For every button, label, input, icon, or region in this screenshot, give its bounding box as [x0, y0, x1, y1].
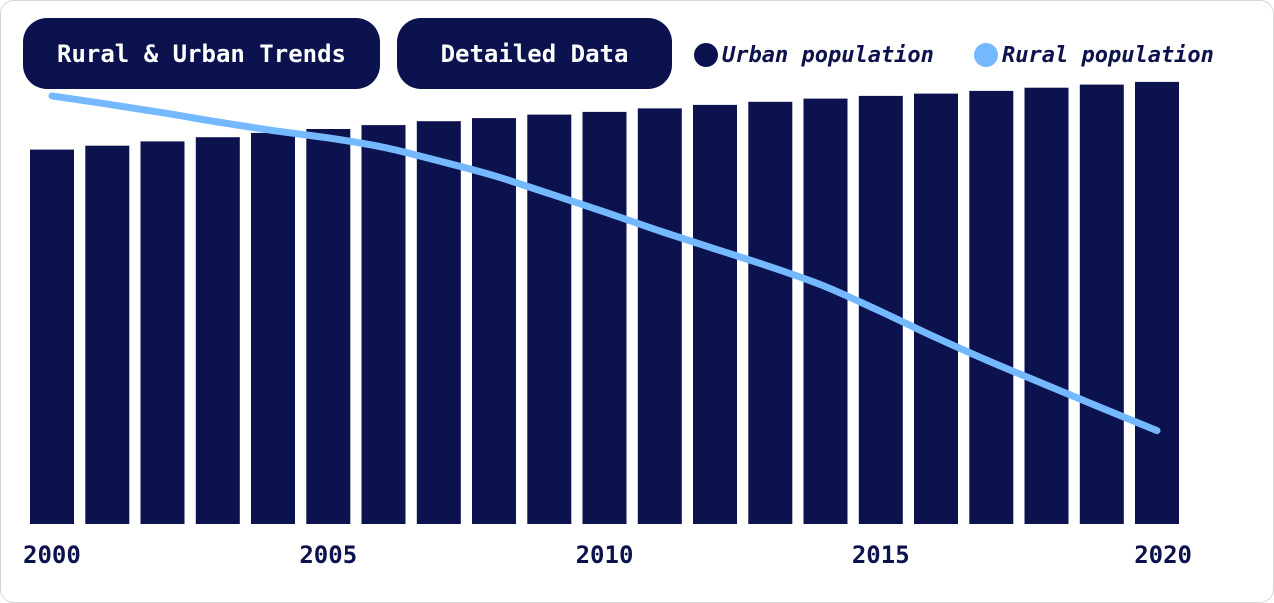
- urban-bar-2001[interactable]: [85, 145, 130, 524]
- rural-legend-dot-icon: [974, 43, 998, 67]
- legend-label-urban: Urban population: [722, 42, 934, 68]
- urban-bar-2000[interactable]: [30, 149, 74, 524]
- rural-population-line[interactable]: [48, 92, 1161, 435]
- urban-legend-dot-icon: [694, 43, 718, 67]
- x-tick-label-2000: 2000: [23, 541, 81, 569]
- urban-bar-2008[interactable]: [472, 118, 516, 524]
- legend-item-urban[interactable]: Urban population: [694, 38, 934, 72]
- urban-bar-2013[interactable]: [748, 101, 793, 525]
- legend-item-rural[interactable]: Rural population: [974, 38, 1214, 72]
- x-tick-label-2020: 2020: [1134, 541, 1192, 569]
- urban-bar-2011[interactable]: [637, 108, 682, 525]
- urban-bar-2002[interactable]: [140, 141, 185, 524]
- urban-bar-2009[interactable]: [527, 114, 572, 524]
- urban-bar-2019[interactable]: [1079, 84, 1124, 524]
- urban-bar-2018[interactable]: [1024, 87, 1069, 524]
- urban-bar-2012[interactable]: [693, 104, 737, 525]
- urban-bar-2006[interactable]: [361, 125, 406, 524]
- urban-bar-2020[interactable]: [1135, 81, 1179, 525]
- urban-bar-2014[interactable]: [803, 98, 848, 524]
- legend-label-rural: Rural population: [1002, 42, 1214, 68]
- x-tick-label-2015: 2015: [852, 541, 910, 569]
- tab-rural-urban-trends[interactable]: Rural & Urban Trends: [23, 18, 380, 89]
- x-tick-label-2010: 2010: [576, 541, 634, 569]
- x-tick-label-2005: 2005: [299, 541, 357, 569]
- urban-bar-2007[interactable]: [416, 121, 461, 524]
- urban-bar-2017[interactable]: [969, 90, 1014, 525]
- urban-bar-2005[interactable]: [306, 129, 351, 524]
- urban-bar-2003[interactable]: [195, 137, 240, 524]
- urban-bar-2010[interactable]: [582, 111, 627, 525]
- tab-detailed-data[interactable]: Detailed Data: [397, 18, 672, 89]
- urban-bar-2016[interactable]: [914, 93, 958, 524]
- urban-bar-2004[interactable]: [251, 132, 295, 524]
